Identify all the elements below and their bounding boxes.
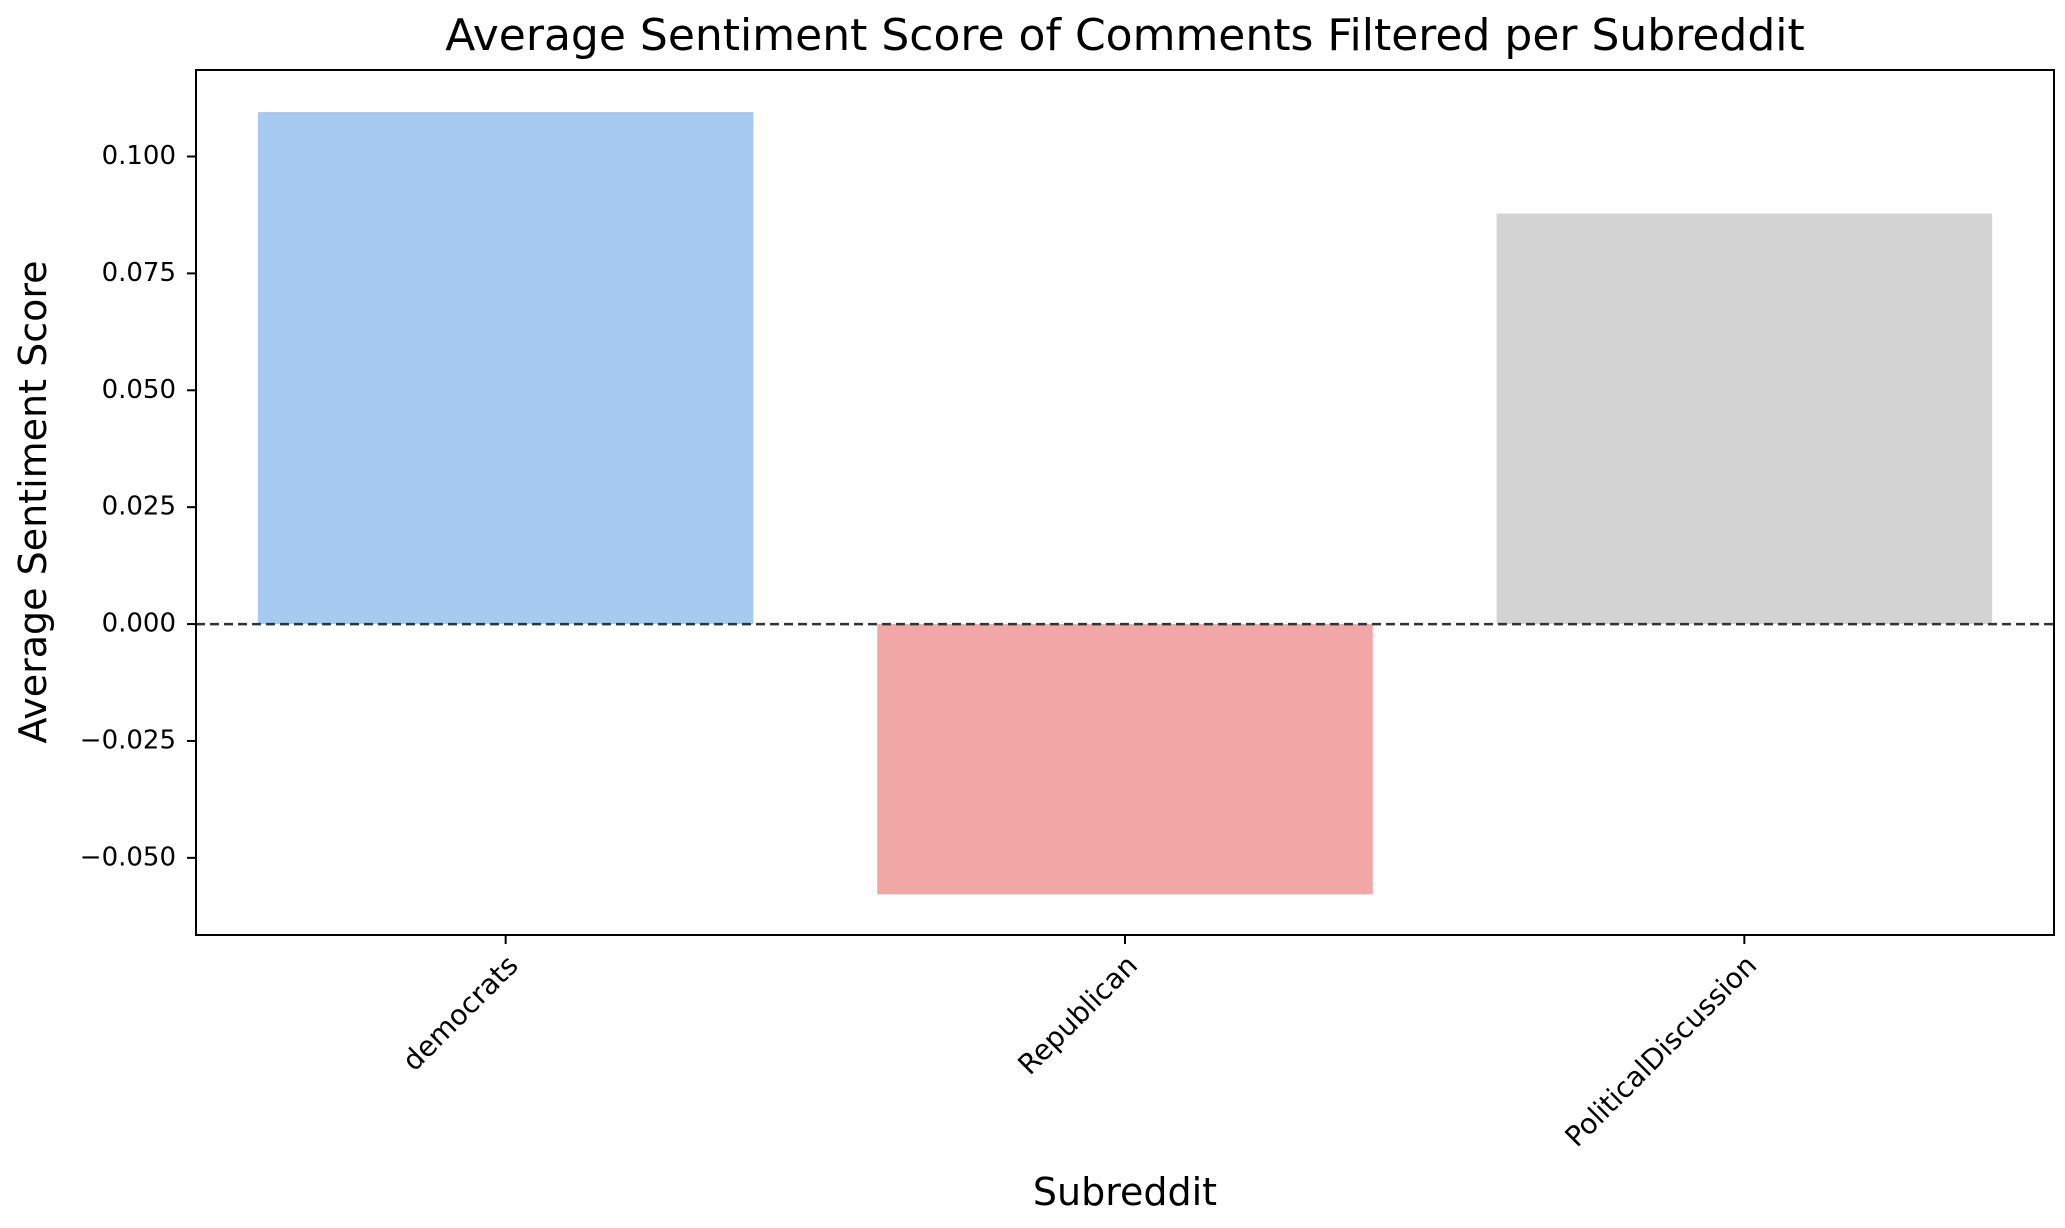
x-axis-label: Subreddit — [1033, 1170, 1217, 1214]
bars-group — [257, 112, 1993, 895]
y-tick-label: 0.100 — [102, 141, 176, 171]
y-axis-ticks: −0.050 −0.025 0.000 0.025 0.050 0.075 0.100 — [80, 141, 196, 872]
y-axis-label: Average Sentiment Score — [11, 260, 55, 743]
y-tick-label: −0.025 — [80, 725, 176, 755]
bar-republican — [877, 624, 1373, 895]
x-tick-label-democrats: democrats — [396, 949, 525, 1078]
x-tick-label-politicaldiscussion: PoliticalDiscussion — [1559, 949, 1764, 1154]
y-tick-label: 0.050 — [102, 375, 176, 405]
bar-democrats — [257, 112, 754, 625]
chart-title: Average Sentiment Score of Comments Filt… — [445, 10, 1805, 61]
y-tick-label: −0.050 — [80, 842, 176, 872]
x-axis-ticks: democrats Republican PoliticalDiscussion — [396, 935, 1763, 1153]
x-tick-label-republican: Republican — [1011, 949, 1144, 1082]
y-tick-label: 0.025 — [102, 492, 176, 522]
y-tick-label: 0.000 — [102, 609, 176, 639]
bar-politicaldiscussion — [1496, 213, 1993, 625]
y-tick-label: 0.075 — [102, 258, 176, 288]
